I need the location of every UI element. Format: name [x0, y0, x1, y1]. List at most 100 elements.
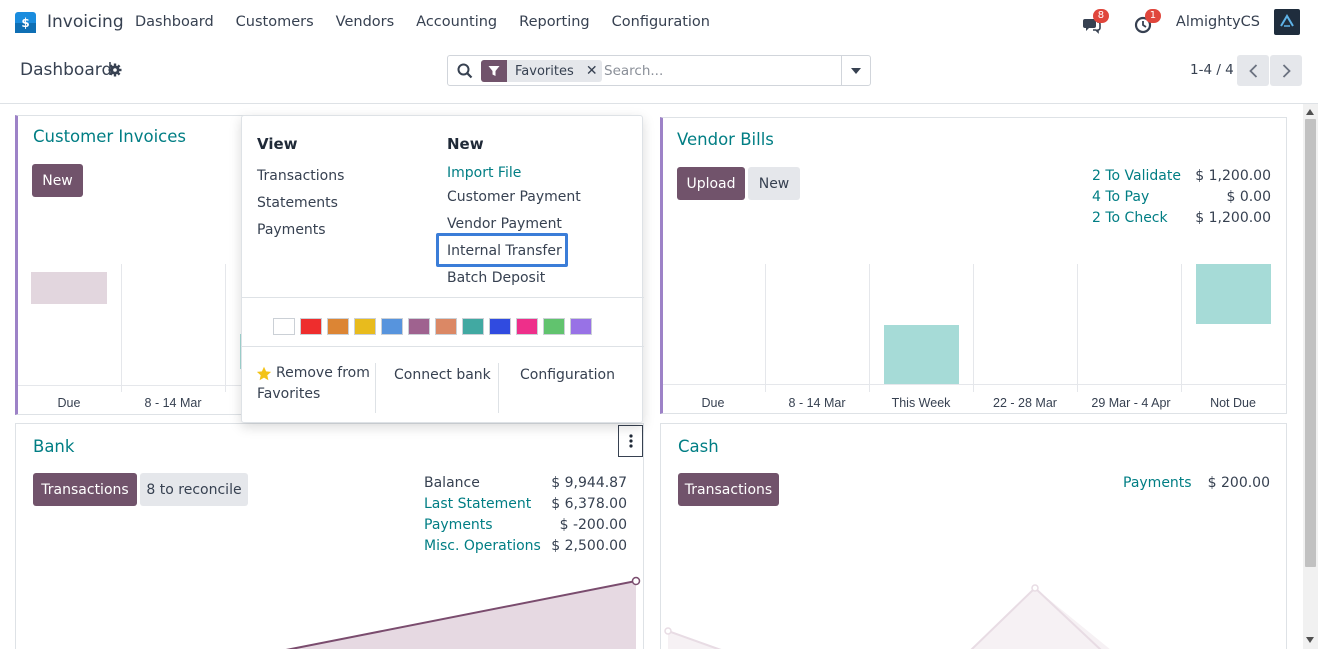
- customer-payment-item[interactable]: Customer Payment: [447, 189, 581, 205]
- batch-deposit-item[interactable]: Batch Deposit: [447, 270, 546, 286]
- color-swatch[interactable]: [543, 318, 565, 335]
- chart-gridline: [869, 264, 870, 392]
- color-swatch[interactable]: [300, 318, 322, 335]
- gear-icon[interactable]: [108, 63, 122, 77]
- color-swatch[interactable]: [327, 318, 349, 335]
- tick-label: 8 - 14 Mar: [144, 396, 202, 410]
- scrollbar-thumb[interactable]: [1305, 119, 1316, 567]
- messages-badge: 8: [1092, 9, 1109, 23]
- user-name[interactable]: AlmightyCS: [1175, 14, 1260, 30]
- internal-transfer-highlight: [436, 233, 568, 267]
- filter-icon: [481, 60, 507, 82]
- bank-chart-point[interactable]: [631, 576, 641, 586]
- payments-link[interactable]: Payments: [424, 517, 493, 533]
- scroll-up-arrow-icon[interactable]: [1306, 109, 1314, 115]
- bank-card-dropdown: View Transactions Statements Payments Ne…: [241, 115, 644, 423]
- invoicing-app-icon[interactable]: $: [15, 12, 36, 33]
- chevron-right-icon: [1282, 63, 1291, 78]
- company-logo-icon: [1280, 14, 1294, 27]
- to-validate-link[interactable]: 2 To Validate: [1092, 168, 1181, 184]
- cash-payments-link[interactable]: Payments: [1123, 475, 1192, 491]
- last-statement-link[interactable]: Last Statement: [424, 496, 532, 512]
- vendor-payment-item[interactable]: Vendor Payment: [447, 216, 562, 232]
- pager-next-button[interactable]: [1270, 55, 1302, 86]
- color-swatch[interactable]: [381, 318, 403, 335]
- tick-label: Not Due: [1210, 396, 1256, 410]
- to-pay-link[interactable]: 4 To Pay: [1092, 189, 1150, 205]
- search-icon[interactable]: [457, 63, 473, 79]
- activities-button[interactable]: 1: [1134, 9, 1161, 34]
- close-icon[interactable]: ✕: [585, 63, 598, 79]
- control-panel-divider: [0, 103, 1318, 104]
- invoices-bar-due[interactable]: [31, 272, 107, 304]
- configuration-item[interactable]: Configuration: [520, 367, 615, 383]
- new-invoice-button[interactable]: New: [32, 164, 83, 197]
- menu-reporting[interactable]: Reporting: [519, 14, 590, 30]
- bills-bar-not-due[interactable]: [1196, 264, 1271, 324]
- color-swatch[interactable]: [489, 318, 511, 335]
- color-swatch[interactable]: [354, 318, 376, 335]
- chart-axis: [18, 385, 305, 386]
- balance-amount: $ 9,944.87: [551, 475, 627, 491]
- avatar[interactable]: [1274, 9, 1300, 35]
- caret-down-icon: [851, 67, 861, 74]
- messages-button[interactable]: 8: [1082, 9, 1109, 34]
- search-bar: Favorites ✕: [447, 55, 871, 86]
- top-navbar: $ Invoicing Dashboard Customers Vendors …: [0, 0, 1318, 46]
- to-check-link[interactable]: 2 To Check: [1092, 210, 1168, 226]
- menu-accounting[interactable]: Accounting: [416, 14, 498, 30]
- reconcile-button[interactable]: 8 to reconcile: [140, 473, 248, 506]
- remove-favorites-label: Remove from: [276, 365, 370, 381]
- color-swatch[interactable]: [435, 318, 457, 335]
- color-swatch[interactable]: [570, 318, 592, 335]
- view-transactions-item[interactable]: Transactions: [257, 168, 345, 184]
- footer-separator: [498, 363, 499, 413]
- bank-transactions-button[interactable]: Transactions: [33, 473, 137, 506]
- menu-customers[interactable]: Customers: [235, 14, 314, 30]
- menu-configuration[interactable]: Configuration: [611, 14, 710, 30]
- pager-previous-button[interactable]: [1237, 55, 1269, 86]
- cash-chart-point[interactable]: [1031, 584, 1039, 592]
- cash-transactions-button[interactable]: Transactions: [678, 473, 779, 506]
- tick-label: Due: [57, 396, 81, 410]
- color-swatch[interactable]: [462, 318, 484, 335]
- vertical-dots-icon: [628, 434, 633, 448]
- page-scrollbar[interactable]: [1303, 104, 1318, 649]
- cash-chart-point[interactable]: [664, 627, 672, 635]
- view-payments-item[interactable]: Payments: [257, 222, 326, 238]
- search-input[interactable]: [604, 60, 839, 82]
- balance-label: Balance: [424, 475, 480, 491]
- color-swatch[interactable]: [408, 318, 430, 335]
- color-swatch[interactable]: [516, 318, 538, 335]
- tick-label: 29 Mar - 4 Apr: [1091, 396, 1171, 410]
- bank-title[interactable]: Bank: [33, 437, 75, 456]
- vendor-bills-card: Vendor Bills Upload New 2 To Validate $ …: [660, 117, 1287, 414]
- view-statements-item[interactable]: Statements: [257, 195, 338, 211]
- customer-invoices-title[interactable]: Customer Invoices: [33, 127, 186, 146]
- upload-button[interactable]: Upload: [677, 167, 745, 200]
- color-swatch[interactable]: [273, 318, 295, 335]
- menu-dashboard[interactable]: Dashboard: [135, 14, 214, 30]
- svg-text:$: $: [21, 16, 29, 30]
- new-bill-button[interactable]: New: [748, 167, 800, 200]
- search-options-toggle[interactable]: [841, 56, 870, 85]
- import-file-item[interactable]: Import File: [447, 165, 522, 181]
- menu-vendors[interactable]: Vendors: [335, 14, 395, 30]
- vendor-bills-title[interactable]: Vendor Bills: [677, 130, 774, 149]
- internal-transfer-item[interactable]: Internal Transfer: [447, 243, 562, 259]
- bills-bar-this-week[interactable]: [884, 325, 959, 384]
- page-title: Dashboard: [20, 60, 113, 80]
- chart-gridline: [121, 264, 122, 392]
- facet-label: Favorites: [515, 63, 574, 79]
- activities-badge: 1: [1144, 9, 1161, 23]
- dropdown-divider: [242, 297, 644, 298]
- chart-gridline: [1077, 264, 1078, 392]
- pager-value[interactable]: 1-4 / 4: [1190, 62, 1234, 78]
- app-name[interactable]: Invoicing: [47, 12, 124, 32]
- scroll-down-arrow-icon[interactable]: [1306, 637, 1314, 643]
- bank-card-menu-button[interactable]: [618, 425, 643, 457]
- misc-operations-link[interactable]: Misc. Operations: [424, 538, 541, 554]
- cash-title[interactable]: Cash: [678, 437, 719, 456]
- connect-bank-item[interactable]: Connect bank: [394, 367, 491, 383]
- chart-gridline: [225, 264, 226, 392]
